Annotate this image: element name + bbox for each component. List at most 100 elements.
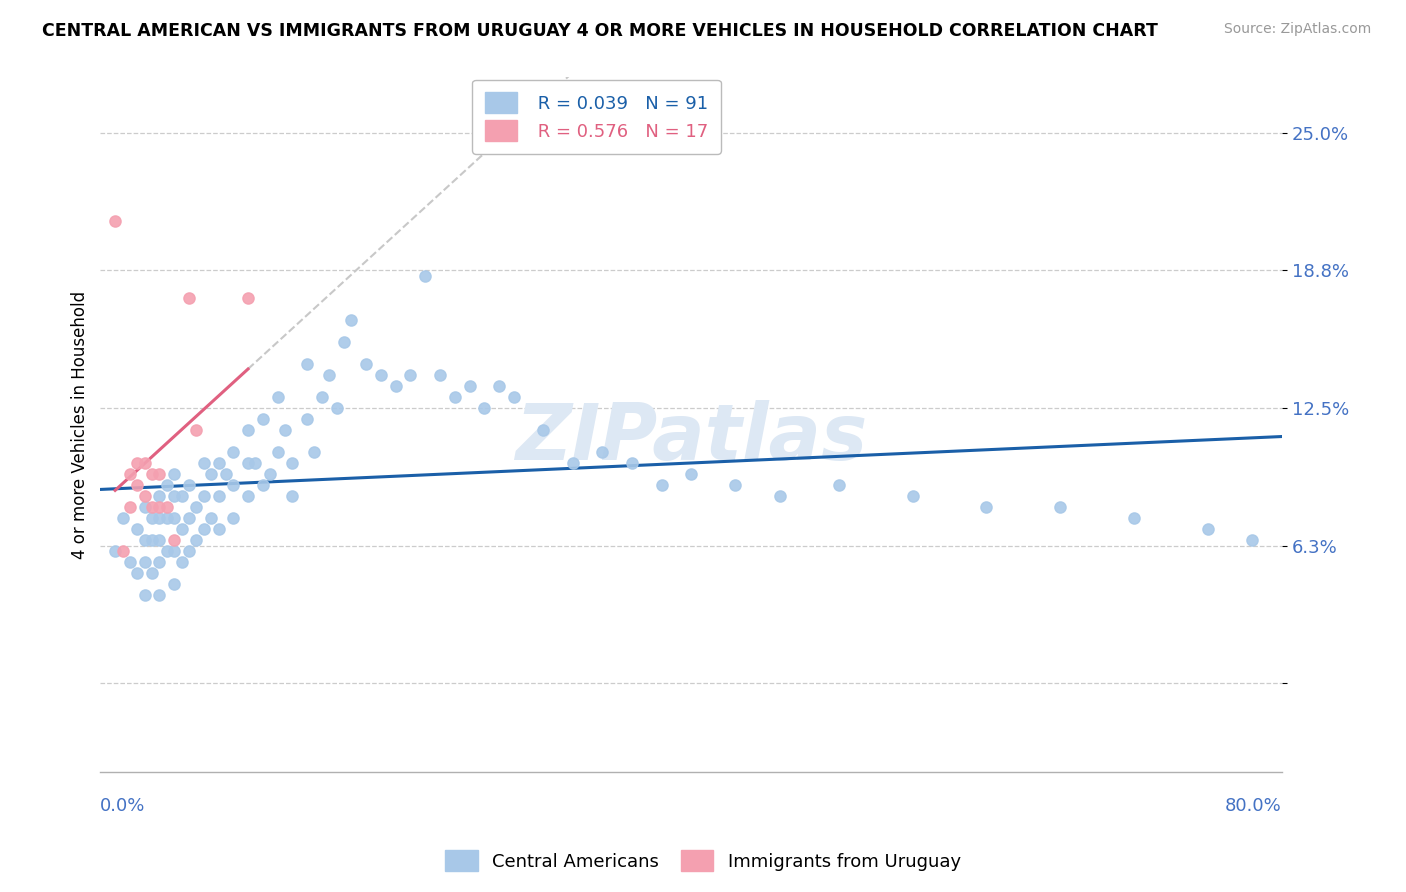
Point <box>488 379 510 393</box>
Point <box>163 533 186 548</box>
Point <box>304 445 326 459</box>
Point <box>127 522 149 536</box>
Text: CENTRAL AMERICAN VS IMMIGRANTS FROM URUGUAY 4 OR MORE VEHICLES IN HOUSEHOLD CORR: CENTRAL AMERICAN VS IMMIGRANTS FROM URUG… <box>42 22 1159 40</box>
Point <box>354 357 377 371</box>
Point <box>163 544 186 558</box>
Text: 0.0%: 0.0% <box>100 797 146 814</box>
Point <box>127 478 149 492</box>
Point <box>177 291 200 305</box>
Point <box>200 511 222 525</box>
Point <box>340 313 363 327</box>
Point <box>193 489 215 503</box>
Point <box>592 445 614 459</box>
Point <box>170 522 193 536</box>
Point <box>236 423 259 437</box>
Point <box>148 555 170 569</box>
Point <box>134 533 156 548</box>
Point <box>134 500 156 515</box>
Point <box>1123 511 1146 525</box>
Point <box>177 511 200 525</box>
Point <box>413 268 436 283</box>
Point <box>111 544 134 558</box>
Point <box>370 368 392 382</box>
Point <box>111 511 134 525</box>
Point <box>222 478 245 492</box>
Point <box>681 467 703 481</box>
Point <box>215 467 238 481</box>
Point <box>562 456 585 470</box>
Point <box>141 500 163 515</box>
Text: Source: ZipAtlas.com: Source: ZipAtlas.com <box>1223 22 1371 37</box>
Point <box>318 368 340 382</box>
Point <box>186 500 208 515</box>
Point <box>141 511 163 525</box>
Y-axis label: 4 or more Vehicles in Household: 4 or more Vehicles in Household <box>72 291 89 558</box>
Point <box>207 489 229 503</box>
Point <box>148 511 170 525</box>
Point <box>148 467 170 481</box>
Point <box>976 500 998 515</box>
Point <box>502 390 524 404</box>
Point <box>163 489 186 503</box>
Point <box>222 511 245 525</box>
Point <box>193 456 215 470</box>
Point <box>186 533 208 548</box>
Point <box>651 478 673 492</box>
Point <box>769 489 792 503</box>
Point <box>127 566 149 581</box>
Point <box>156 478 179 492</box>
Point <box>148 489 170 503</box>
Point <box>177 544 200 558</box>
Point <box>118 555 141 569</box>
Point <box>828 478 851 492</box>
Point <box>295 412 318 426</box>
Point <box>399 368 422 382</box>
Point <box>134 588 156 602</box>
Point <box>118 467 141 481</box>
Point <box>141 533 163 548</box>
Point <box>1049 500 1071 515</box>
Point <box>186 423 208 437</box>
Point <box>252 478 274 492</box>
Point <box>134 489 156 503</box>
Point <box>443 390 465 404</box>
Point <box>170 489 193 503</box>
Text: ZIPatlas: ZIPatlas <box>515 401 868 476</box>
Point <box>429 368 451 382</box>
Point <box>141 566 163 581</box>
Point <box>1197 522 1219 536</box>
Point <box>458 379 481 393</box>
Point <box>274 423 297 437</box>
Point <box>281 489 304 503</box>
Point <box>384 379 406 393</box>
Point <box>156 500 179 515</box>
Point <box>311 390 333 404</box>
Point <box>724 478 747 492</box>
Point <box>141 467 163 481</box>
Point <box>236 291 259 305</box>
Point <box>104 213 127 227</box>
Point <box>134 456 156 470</box>
Point <box>207 522 229 536</box>
Point <box>177 478 200 492</box>
Point <box>200 467 222 481</box>
Legend:  R = 0.039   N = 91,  R = 0.576   N = 17: R = 0.039 N = 91, R = 0.576 N = 17 <box>472 79 721 153</box>
Point <box>236 489 259 503</box>
Text: 80.0%: 80.0% <box>1225 797 1282 814</box>
Point <box>621 456 644 470</box>
Point <box>148 533 170 548</box>
Point <box>207 456 229 470</box>
Point <box>245 456 267 470</box>
Point <box>259 467 281 481</box>
Point <box>163 577 186 591</box>
Point <box>333 334 356 349</box>
Point <box>531 423 554 437</box>
Point <box>266 390 288 404</box>
Point <box>148 588 170 602</box>
Point <box>134 555 156 569</box>
Point <box>252 412 274 426</box>
Point <box>104 544 127 558</box>
Legend: Central Americans, Immigrants from Uruguay: Central Americans, Immigrants from Urugu… <box>439 843 967 879</box>
Point <box>472 401 495 415</box>
Point <box>193 522 215 536</box>
